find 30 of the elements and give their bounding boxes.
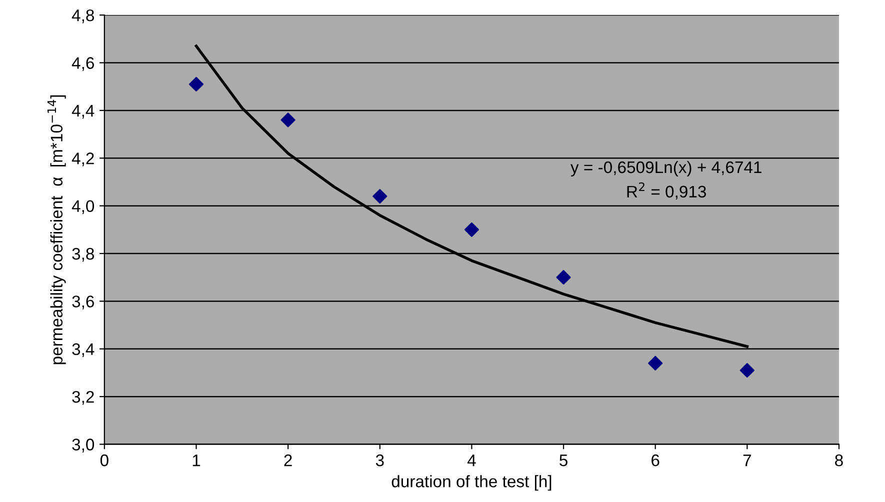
y-axis-title: permeability coefficient α [m*10$^{−14}$] (47, 95, 66, 364)
y-tick-label: 4,8 (72, 9, 94, 24)
annotation: R$^{2}$ = 0,913 (627, 182, 706, 200)
y-tick-label: 3,8 (72, 248, 94, 262)
point (280, 112, 296, 128)
x-tick-label: 1 (192, 454, 200, 466)
x-tick-label: 5 (560, 454, 568, 466)
point (464, 222, 479, 237)
y-tick-label: 4,0 (72, 200, 94, 214)
y-tick-label: 4,6 (72, 57, 94, 71)
y-tick-label: 3,4 (72, 343, 94, 358)
x-tick-label: 8 (835, 454, 843, 466)
y-tick-label: 3,2 (72, 390, 94, 405)
x-tick-label: 6 (652, 454, 660, 466)
point (372, 189, 388, 204)
point (188, 76, 204, 92)
point (740, 363, 754, 378)
y-tick-label: 3,0 (72, 438, 94, 452)
x-tick-label: 7 (743, 454, 751, 466)
x-tick-label: 3 (376, 454, 384, 466)
point (648, 356, 663, 370)
y-tick-label: 3,6 (72, 296, 94, 310)
y-tick-label: 4,2 (72, 152, 94, 166)
x-axis-title: duration of the test [h] (392, 475, 552, 491)
y-tick-label: 4,4 (72, 105, 94, 119)
x-tick-label: 0 (100, 454, 108, 466)
x-tick-label: 2 (284, 454, 292, 466)
point (556, 270, 571, 285)
annotation: y = -0,6509Ln(x) + 4,6741 (570, 160, 762, 176)
x-tick-label: 4 (467, 454, 476, 466)
